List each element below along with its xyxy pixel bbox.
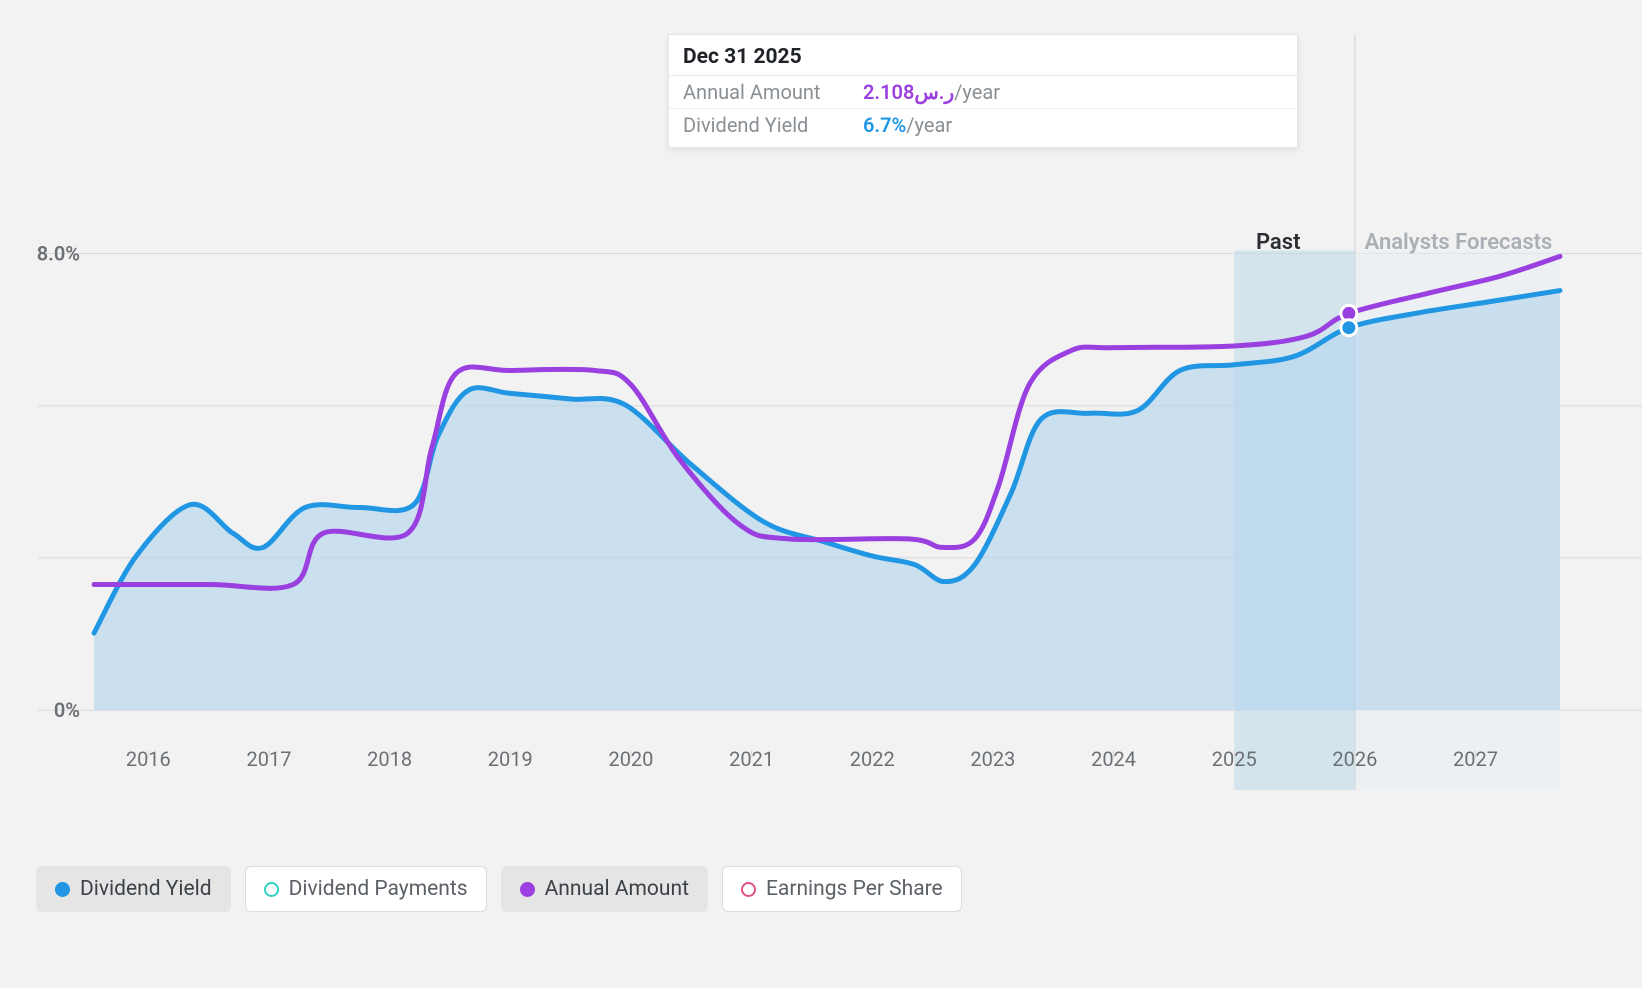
- legend-label: Earnings Per Share: [766, 877, 943, 901]
- tooltip-row-annual-amount: Annual Amount 2.108ر.س/year: [669, 76, 1297, 109]
- tooltip-label: Dividend Yield: [683, 113, 863, 137]
- svg-text:2016: 2016: [126, 747, 171, 771]
- legend-swatch: [55, 882, 70, 897]
- legend-item-annual-amount[interactable]: Annual Amount: [501, 866, 708, 912]
- svg-text:2018: 2018: [367, 747, 412, 771]
- past-label: Past: [1256, 230, 1301, 255]
- forecast-label: Analysts Forecasts: [1365, 230, 1553, 255]
- tooltip-label: Annual Amount: [683, 80, 863, 104]
- legend-label: Dividend Payments: [289, 877, 468, 901]
- tooltip-title: Dec 31 2025: [669, 35, 1297, 76]
- svg-text:2020: 2020: [608, 747, 653, 771]
- dividend-chart: 0% 8.0% 2016 2017 2018 2019 2020 2021 2022 2023 20…: [0, 0, 1642, 988]
- legend-swatch: [741, 882, 756, 897]
- legend-item-dividend-yield[interactable]: Dividend Yield: [36, 866, 231, 912]
- svg-text:0%: 0%: [54, 698, 80, 722]
- tooltip-value: 2.108: [863, 80, 914, 104]
- svg-text:2022: 2022: [850, 747, 895, 771]
- tooltip-unit: /year: [906, 113, 952, 137]
- legend-item-dividend-payments[interactable]: Dividend Payments: [245, 866, 487, 912]
- svg-text:2019: 2019: [488, 747, 533, 771]
- svg-text:2025: 2025: [1212, 747, 1257, 771]
- chart-tooltip: Dec 31 2025 Annual Amount 2.108ر.س/year …: [668, 34, 1298, 148]
- legend-label: Annual Amount: [545, 877, 689, 901]
- chart-legend: Dividend Yield Dividend Payments Annual …: [36, 866, 962, 912]
- legend-item-earnings-per-share[interactable]: Earnings Per Share: [722, 866, 962, 912]
- legend-swatch: [264, 882, 279, 897]
- legend-label: Dividend Yield: [80, 877, 212, 901]
- tooltip-value: 6.7%: [863, 113, 906, 137]
- svg-text:2021: 2021: [729, 747, 774, 771]
- tooltip-row-dividend-yield: Dividend Yield 6.7%/year: [669, 109, 1297, 147]
- svg-text:2027: 2027: [1453, 747, 1498, 771]
- legend-swatch: [520, 882, 535, 897]
- svg-text:8.0%: 8.0%: [37, 241, 80, 265]
- svg-text:2026: 2026: [1332, 747, 1377, 771]
- svg-text:2017: 2017: [246, 747, 291, 771]
- chart-canvas: 0% 8.0% 2016 2017 2018 2019 2020 2021 2022 2023 20…: [0, 0, 1642, 988]
- tooltip-unit: /year: [954, 80, 1000, 104]
- svg-text:2024: 2024: [1091, 747, 1136, 771]
- tooltip-suffix: ر.س: [914, 80, 954, 104]
- svg-text:2023: 2023: [970, 747, 1015, 771]
